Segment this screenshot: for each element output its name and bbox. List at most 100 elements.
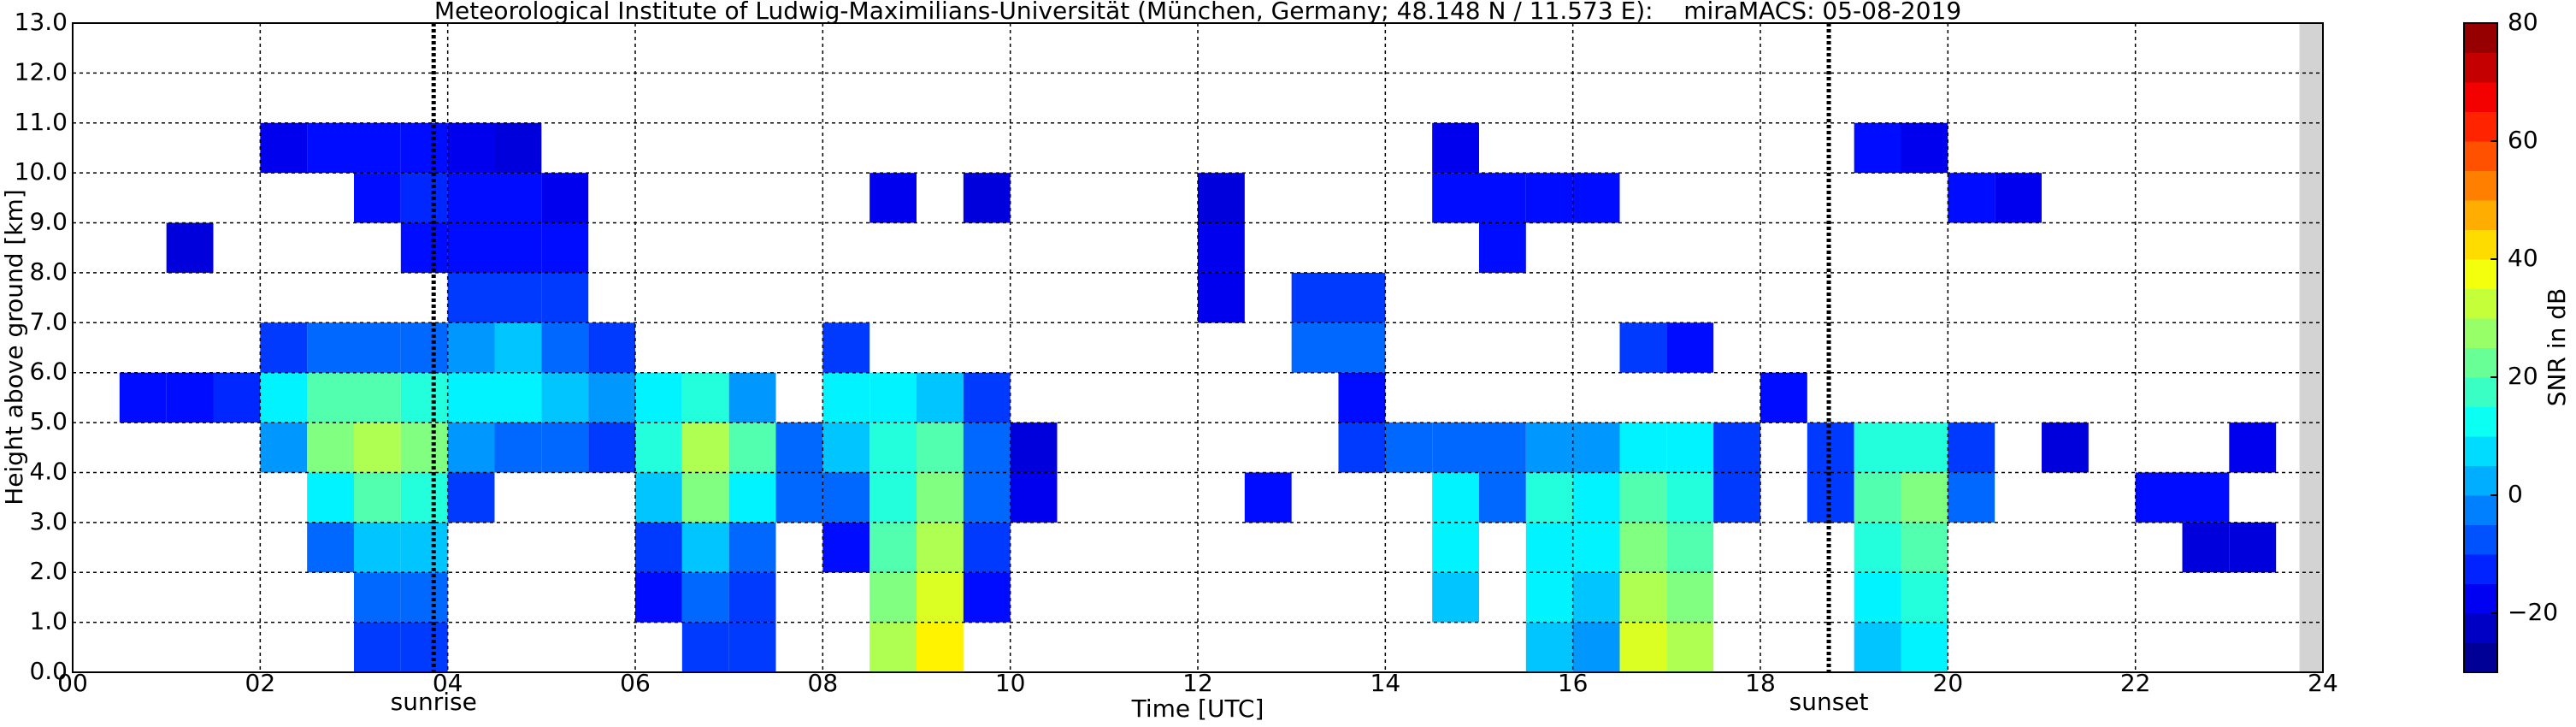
x-tick-label: 20 — [1933, 669, 1964, 697]
colorbar-step — [2464, 52, 2497, 83]
snr-cell — [1854, 423, 1901, 473]
snr-cell — [400, 423, 448, 473]
snr-cell — [1666, 522, 1714, 573]
x-tick-label: 18 — [1745, 669, 1776, 697]
snr-cell — [354, 423, 401, 473]
snr-cell — [1198, 173, 1245, 223]
snr-cell — [1432, 423, 1479, 473]
snr-cell — [681, 423, 729, 473]
snr-cell — [213, 372, 261, 423]
snr-cell — [635, 572, 682, 623]
snr-cell — [728, 472, 776, 523]
snr-cell — [1901, 572, 1948, 623]
snr-cell — [963, 372, 1011, 423]
y-tick-label: 6.0 — [29, 358, 68, 386]
snr-cell — [541, 173, 589, 223]
snr-cell — [1572, 622, 1620, 672]
snr-cell — [1666, 423, 1714, 473]
x-tick-label: 06 — [620, 669, 651, 697]
snr-cell — [1432, 472, 1479, 523]
x-tick-label: 10 — [995, 669, 1026, 697]
colorbar-step — [2464, 524, 2497, 555]
snr-cell — [917, 472, 964, 523]
snr-cell — [775, 472, 823, 523]
snr-cell — [1854, 122, 1901, 174]
y-tick-label: 11.0 — [15, 108, 68, 136]
snr-cell — [541, 272, 589, 323]
snr-cell — [1010, 472, 1058, 523]
snr-cell — [2182, 472, 2230, 523]
snr-cell — [307, 472, 354, 523]
snr-cell — [1525, 572, 1573, 623]
snr-cell — [588, 322, 635, 373]
snr-cell — [728, 423, 776, 473]
colorbar-step — [2464, 23, 2497, 53]
snr-cell — [822, 522, 870, 573]
annotation-label: sunset — [1789, 688, 1869, 716]
colorbar-step — [2464, 406, 2497, 437]
snr-cell — [1338, 272, 1386, 323]
snr-cell — [963, 423, 1011, 473]
colorbar-step — [2464, 141, 2497, 171]
snr-cell — [869, 173, 917, 223]
snr-cell — [400, 572, 448, 623]
snr-cell — [1619, 423, 1667, 473]
snr-cell — [400, 522, 448, 573]
colorbar-step — [2464, 347, 2497, 378]
colorbar-tick-label: 0 — [2508, 480, 2523, 508]
y-tick-label: 0.0 — [29, 657, 68, 685]
snr-cell — [681, 472, 729, 523]
snr-cell — [1198, 222, 1245, 273]
snr-cell — [1619, 622, 1667, 672]
colorbar-step — [2464, 229, 2497, 260]
snr-cell — [1432, 122, 1479, 174]
snr-cell — [541, 372, 589, 423]
snr-cell — [635, 472, 682, 523]
snr-cell — [447, 472, 495, 523]
snr-cell — [494, 322, 542, 373]
snr-cell — [2182, 522, 2230, 573]
snr-cell — [354, 372, 401, 423]
colorbar-step — [2464, 288, 2497, 319]
snr-cell — [1432, 572, 1479, 623]
snr-cell — [1338, 372, 1386, 423]
snr-cell — [1572, 522, 1620, 573]
snr-cell — [1525, 472, 1573, 523]
snr-cell — [1901, 122, 1948, 174]
snr-cell — [728, 372, 776, 423]
snr-cell — [541, 222, 589, 273]
snr-cell — [1572, 423, 1620, 473]
colorbar-step — [2464, 642, 2497, 673]
snr-cell — [447, 173, 495, 223]
snr-cell — [2042, 423, 2089, 473]
snr-cell — [2229, 423, 2277, 473]
colorbar-step — [2464, 583, 2497, 614]
snr-cell — [494, 222, 542, 273]
snr-cell — [917, 372, 964, 423]
snr-cell — [635, 423, 682, 473]
snr-cell — [1713, 472, 1760, 523]
snr-cell — [1525, 622, 1573, 672]
snr-cell — [1713, 423, 1760, 473]
snr-cell — [728, 522, 776, 573]
x-tick-label: 00 — [57, 669, 88, 697]
snr-cell — [354, 322, 401, 373]
colorbar-step — [2464, 613, 2497, 643]
snr-cell — [1479, 222, 1526, 273]
snr-cell — [494, 423, 542, 473]
snr-cell — [1901, 622, 1948, 672]
snr-cell — [447, 222, 495, 273]
snr-cell — [307, 322, 354, 373]
snr-cell — [869, 423, 917, 473]
snr-cell — [354, 522, 401, 573]
snr-cell — [681, 622, 729, 672]
snr-cell — [1948, 173, 1995, 223]
snr-cell — [1948, 472, 1995, 523]
snr-cell — [869, 372, 917, 423]
annotation-label: sunrise — [391, 688, 477, 716]
y-tick-label: 12.0 — [15, 57, 68, 86]
colorbar-step — [2464, 465, 2497, 496]
colorbar-step — [2464, 111, 2497, 142]
snr-cell — [354, 173, 401, 223]
x-tick-label: 04 — [433, 669, 463, 697]
